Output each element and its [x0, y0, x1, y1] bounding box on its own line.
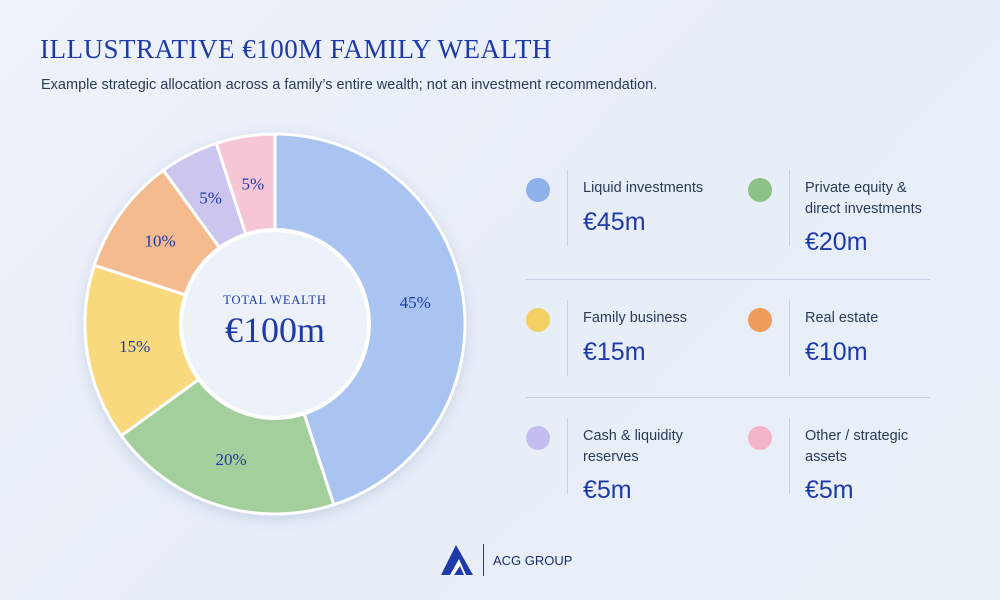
slice-percent-label-4: 5%	[199, 188, 222, 207]
center-label: TOTAL WEALTH	[223, 293, 326, 307]
legend-swatch	[526, 178, 550, 202]
chart-subtitle: Example strategic allocation across a fa…	[41, 77, 658, 93]
legend-item-real-estate: Real estate €10m	[732, 290, 942, 380]
donut-chart: 45% 20% 15% 10% 5% 5% TOTAL WEALTH €100m	[83, 132, 467, 516]
legend-row: Cash & liquidity reserves €5m Other / st…	[510, 408, 930, 516]
legend-item-other-assets: Other / strategic assets €5m	[732, 408, 942, 504]
legend-row: Liquid investments €45m Private equity &…	[510, 160, 930, 268]
slice-percent-label-1: 20%	[216, 450, 247, 469]
legend-item-liquid-investments: Liquid investments €45m	[510, 160, 720, 250]
legend-divider	[789, 418, 790, 494]
legend-value: €5m	[583, 476, 632, 504]
center-value: €100m	[225, 310, 325, 350]
legend-swatch	[526, 426, 550, 450]
legend-divider	[567, 300, 568, 376]
legend-swatch	[526, 308, 550, 332]
legend-item-cash-reserves: Cash & liquidity reserves €5m	[510, 408, 720, 504]
chart-title: ILLUSTRATIVE €100M FAMILY WEALTH	[40, 34, 553, 64]
legend-value: €5m	[805, 476, 854, 504]
legend-divider	[789, 170, 790, 246]
brand-name: ACG GROUP	[493, 553, 573, 568]
legend-value: €45m	[583, 208, 646, 236]
legend-label: Cash & liquidity reserves	[583, 428, 683, 465]
slice-percent-label-0: 45%	[400, 293, 431, 312]
legend-item-family-business: Family business €15m	[510, 290, 720, 380]
legend-swatch	[748, 308, 772, 332]
legend-row: Family business €15m Real estate €10m	[510, 290, 930, 398]
slice-percent-label-3: 10%	[145, 232, 176, 251]
legend-value: €15m	[583, 338, 646, 366]
donut-center	[179, 228, 371, 420]
legend-value: €10m	[805, 338, 868, 366]
legend-label: Other / strategic assets	[805, 428, 909, 465]
slice-percent-label-2: 15%	[119, 337, 150, 356]
legend-swatch	[748, 178, 772, 202]
legend-separator	[526, 279, 930, 280]
legend-separator	[526, 397, 930, 398]
legend-label: Liquid investments	[583, 180, 704, 196]
legend-divider	[567, 170, 568, 246]
legend-label: Family business	[583, 310, 687, 326]
legend-value: €20m	[805, 228, 868, 256]
legend-divider	[567, 418, 568, 494]
legend-label: Private equity & direct investments	[805, 180, 922, 217]
mountain-logo-icon	[441, 545, 473, 575]
legend-label: Real estate	[805, 310, 879, 326]
legend-item-private-equity: Private equity & direct investments €20m	[732, 160, 942, 256]
slice-percent-label-5: 5%	[241, 175, 264, 194]
logo-divider	[483, 544, 484, 576]
legend: Liquid investments €45m Private equity &…	[510, 160, 930, 525]
legend-swatch	[748, 426, 772, 450]
legend-divider	[789, 300, 790, 376]
